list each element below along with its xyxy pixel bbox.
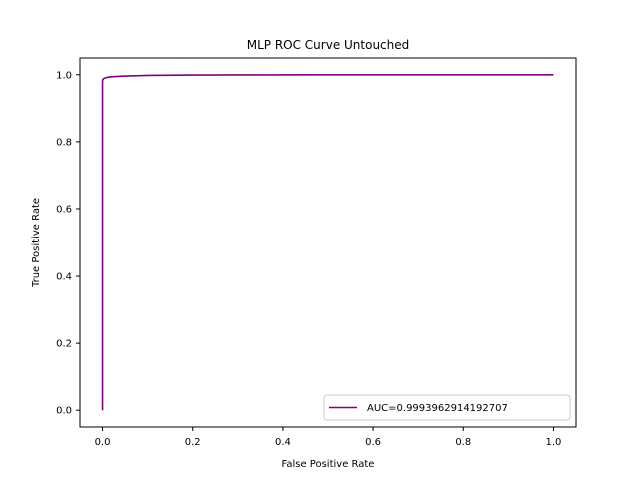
y-tick-label: 1.0 (56, 70, 72, 81)
axes-background (80, 58, 576, 427)
axes-frame (79, 57, 577, 428)
y-tick-label: 0.8 (56, 137, 72, 148)
x-tick-label: 0.0 (95, 437, 111, 448)
y-tick-label: 0.6 (56, 204, 72, 215)
x-axis: 0.0 0.2 0.4 0.6 0.8 1.0 (95, 427, 562, 448)
y-tick-label: 0.4 (56, 272, 72, 283)
legend: AUC=0.9993962914192707 (323, 394, 571, 421)
plot-area (79, 57, 577, 428)
x-tick-label: 1.0 (546, 437, 562, 448)
y-tick-label: 0.2 (56, 339, 72, 350)
roc-curve-line (101, 73, 554, 411)
x-tick-label: 0.6 (365, 437, 381, 448)
legend-frame (323, 394, 571, 421)
y-tick-label: 0.0 (56, 406, 72, 417)
x-tick-label: 0.4 (275, 437, 291, 448)
x-tick-label: 0.8 (455, 437, 471, 448)
series-layer (101, 73, 554, 411)
legend-entry-label: AUC=0.9993962914192707 (367, 403, 508, 414)
chart-title: MLP ROC Curve Untouched (247, 38, 410, 52)
x-axis-label: False Positive Rate (282, 459, 375, 470)
y-axis: 0.0 0.2 0.4 0.6 0.8 1.0 (56, 70, 80, 417)
y-axis-label: True Positive Rate (31, 198, 42, 288)
x-tick-label: 0.2 (185, 437, 201, 448)
